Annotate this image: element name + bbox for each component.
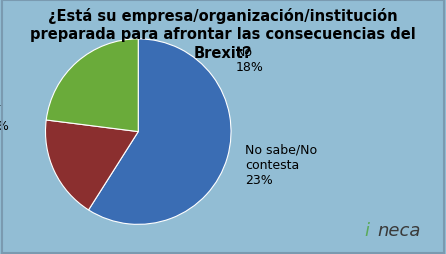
Text: No
18%: No 18% [235, 46, 264, 74]
Wedge shape [89, 40, 231, 225]
Text: ¿Está su empresa/organización/institución
preparada para afrontar las consecuenc: ¿Está su empresa/organización/institució… [30, 8, 416, 61]
Text: neca: neca [377, 221, 420, 239]
Wedge shape [46, 40, 138, 132]
Text: No sabe/No
contesta
23%: No sabe/No contesta 23% [245, 143, 317, 186]
Text: Sí
59%: Sí 59% [0, 104, 8, 132]
Wedge shape [45, 120, 138, 210]
Text: i: i [365, 221, 370, 239]
